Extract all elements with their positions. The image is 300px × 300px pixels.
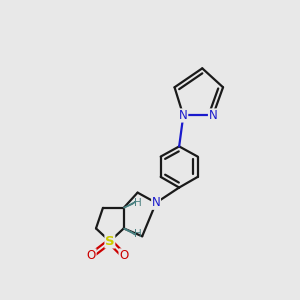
Text: N: N bbox=[152, 196, 161, 209]
Polygon shape bbox=[124, 228, 136, 235]
Text: N: N bbox=[208, 109, 217, 122]
Text: O: O bbox=[119, 249, 128, 262]
Polygon shape bbox=[124, 201, 136, 208]
Text: H: H bbox=[134, 229, 142, 239]
Text: N: N bbox=[179, 109, 188, 122]
Text: O: O bbox=[87, 249, 96, 262]
Text: H: H bbox=[134, 198, 142, 208]
Text: S: S bbox=[105, 235, 115, 248]
